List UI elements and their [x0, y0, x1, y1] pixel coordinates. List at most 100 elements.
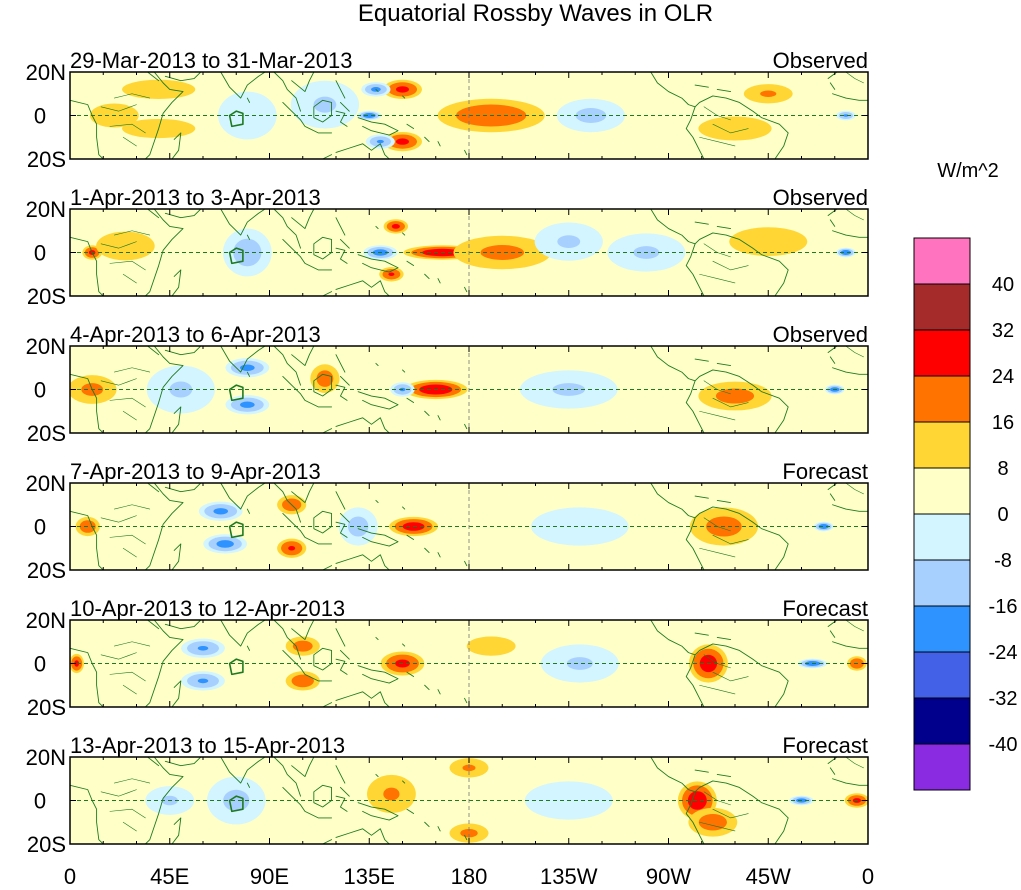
y-tick-label: 20S	[27, 421, 66, 446]
olr-anomaly-contour	[197, 645, 209, 651]
y-tick-label: 20N	[26, 745, 66, 770]
x-tick-label: 135E	[344, 864, 395, 889]
x-axis-tick-labels: 0 45E 90E 135E 180 135W 90W 45W 0	[64, 864, 874, 889]
olr-anomaly-contour	[840, 250, 851, 255]
y-tick-label: 0	[34, 789, 46, 814]
olr-anomaly-contour	[240, 401, 255, 408]
olr-anomaly-contour	[687, 791, 707, 810]
colorbar-swatch	[913, 237, 971, 285]
y-tick-label: 20N	[26, 334, 66, 359]
x-tick-label: 90E	[250, 864, 289, 889]
colorbar-swatch	[913, 513, 971, 561]
x-tick-label: 45E	[150, 864, 189, 889]
x-tick-label: 0	[64, 864, 76, 889]
olr-anomaly-contour	[383, 787, 400, 801]
x-tick-label: 90W	[646, 864, 691, 889]
olr-anomaly-contour	[216, 540, 234, 548]
colorbar-swatch	[913, 559, 971, 607]
panel-3: 4-Apr-2013 to 6-Apr-2013 Observed 20N 0 20S	[26, 322, 869, 446]
colorbar-tick-label: -8	[994, 550, 1012, 572]
panel-kind-label: Forecast	[782, 596, 868, 621]
y-tick-label: 0	[34, 378, 46, 403]
panel-period-label: 13-Apr-2013 to 15-Apr-2013	[70, 733, 345, 758]
figure-title: Equatorial Rossby Waves in OLR	[357, 0, 714, 27]
colorbar-tick-label: -40	[989, 734, 1018, 756]
olr-anomaly-contour	[557, 235, 581, 249]
x-tick-label: 45W	[746, 864, 791, 889]
olr-anomaly-contour	[291, 674, 314, 688]
olr-anomaly-contour	[391, 224, 400, 229]
y-tick-label: 20S	[27, 284, 66, 309]
olr-anomaly-contour	[396, 86, 409, 93]
y-tick-label: 20S	[27, 558, 66, 583]
olr-anomaly-contour	[313, 96, 337, 113]
y-tick-label: 20N	[26, 608, 66, 633]
olr-anomaly-contour	[698, 116, 772, 141]
olr-anomaly-contour	[466, 636, 516, 656]
olr-anomaly-contour	[698, 813, 727, 831]
y-tick-label: 20N	[26, 197, 66, 222]
olr-anomaly-contour	[292, 640, 313, 652]
olr-anomaly-contour	[396, 138, 409, 145]
panel-5: 10-Apr-2013 to 12-Apr-2013 Forecast 20N 0 20…	[26, 596, 869, 720]
olr-anomaly-contour	[531, 507, 629, 546]
colorbar-swatch	[913, 697, 971, 745]
colorbar-tick-label: 16	[992, 412, 1014, 434]
olr-anomaly-contour	[197, 678, 209, 684]
olr-anomaly-contour	[729, 227, 808, 257]
olr-anomaly-contour	[362, 113, 376, 118]
panel-period-label: 7-Apr-2013 to 9-Apr-2013	[70, 459, 321, 484]
panel-2: 1-Apr-2013 to 3-Apr-2013 Observed 20N 0 20S	[26, 185, 869, 309]
panel-1: 29-Mar-2013 to 31-Mar-2013 Observed 20N 0 20…	[26, 48, 869, 172]
panel-period-label: 1-Apr-2013 to 3-Apr-2013	[70, 185, 321, 210]
colorbar-swatch	[913, 283, 971, 331]
panel-period-label: 29-Mar-2013 to 31-Mar-2013	[70, 48, 352, 73]
colorbar-swatch	[913, 375, 971, 423]
colorbar-swatch	[913, 421, 971, 469]
colorbar-swatch	[913, 743, 971, 791]
olr-anomaly-contour	[376, 139, 384, 144]
panel-period-label: 4-Apr-2013 to 6-Apr-2013	[70, 322, 321, 347]
olr-anomaly-contour	[74, 660, 80, 667]
olr-anomaly-contour	[760, 90, 777, 97]
panel-6: 13-Apr-2013 to 15-Apr-2013 Forecast 20N 0 20…	[26, 733, 869, 857]
olr-anomaly-contour	[818, 524, 829, 529]
colorbar-tick-label: 40	[992, 274, 1014, 296]
colorbar: 40 32 24 16 8 0 -8 -16 -24 -32 -40	[913, 237, 1018, 791]
panel-kind-label: Observed	[773, 48, 868, 73]
olr-anomaly-contour	[122, 79, 196, 99]
colorbar-tick-label: -16	[989, 596, 1018, 618]
x-tick-label: 0	[862, 864, 874, 889]
olr-anomaly-contour	[388, 272, 395, 276]
panel-period-label: 10-Apr-2013 to 12-Apr-2013	[70, 596, 345, 621]
colorbar-swatch	[913, 329, 971, 377]
colorbar-tick-label: -24	[989, 642, 1018, 664]
panel-4: 7-Apr-2013 to 9-Apr-2013 Forecast 20N 0 20S	[26, 459, 869, 583]
olr-anomaly-contour	[566, 657, 593, 670]
panel-kind-label: Observed	[773, 185, 868, 210]
y-tick-label: 20S	[27, 695, 66, 720]
y-tick-label: 0	[34, 515, 46, 540]
olr-anomaly-contour	[316, 370, 334, 387]
olr-anomaly-contour	[480, 245, 525, 260]
y-tick-label: 20S	[27, 832, 66, 857]
colorbar-tick-label: 8	[997, 458, 1008, 480]
colorbar-tick-label: -32	[989, 688, 1018, 710]
y-tick-label: 20N	[26, 471, 66, 496]
colorbar-units-label: W/m^2	[937, 160, 999, 182]
colorbar-swatch	[913, 651, 971, 699]
colorbar-tick-label: 32	[992, 320, 1014, 342]
panel-kind-label: Forecast	[782, 733, 868, 758]
y-tick-label: 0	[34, 104, 46, 129]
olr-anomaly-contour	[843, 114, 849, 117]
x-tick-label: 180	[451, 864, 488, 889]
y-tick-label: 20N	[26, 60, 66, 85]
olr-anomaly-contour	[213, 508, 229, 515]
colorbar-swatch	[913, 605, 971, 653]
y-tick-label: 0	[34, 652, 46, 677]
olr-anomaly-contour	[288, 545, 296, 551]
panel-kind-label: Observed	[773, 322, 868, 347]
panel-kind-label: Forecast	[782, 459, 868, 484]
y-tick-label: 0	[34, 241, 46, 266]
